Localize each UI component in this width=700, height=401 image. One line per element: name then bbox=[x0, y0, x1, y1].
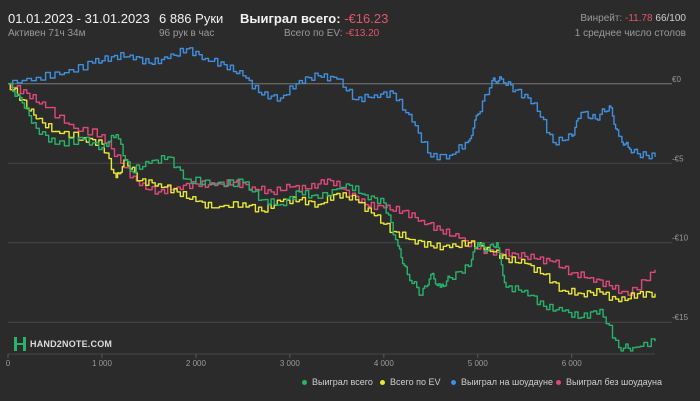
series-lines bbox=[8, 47, 656, 352]
grid-lines bbox=[8, 83, 672, 323]
hand2note-logo: HAND2NOTE.COM bbox=[14, 337, 112, 351]
x-axis: 0 1 000 2 000 3 000 4 000 5 000 6 000 bbox=[6, 353, 655, 368]
hand2note-logo-icon bbox=[14, 337, 26, 351]
legend-dot-non-showdown bbox=[556, 379, 561, 385]
series-line-showdown bbox=[8, 47, 656, 161]
logo-text: HAND2NOTE.COM bbox=[30, 339, 113, 349]
active-time: Активен 71ч 34м bbox=[8, 28, 86, 39]
won-total-value: -€16.23 bbox=[344, 11, 389, 26]
legend-label: Выиграл всего bbox=[312, 377, 373, 387]
won-total: Выиграл всего: -€16.23 bbox=[240, 11, 388, 26]
legend-dot-showdown bbox=[451, 379, 456, 385]
x-tick-label: 3 000 bbox=[280, 359, 301, 368]
won-total-label: Выиграл всего: bbox=[240, 11, 341, 26]
x-tick-label: 1 000 bbox=[92, 359, 113, 368]
legend-item-non-showdown[interactable]: Выиграл без шоудауна bbox=[556, 377, 662, 387]
ev-total: Всего по EV: -€13.20 bbox=[284, 28, 379, 39]
winrate-label: Винрейт: bbox=[580, 13, 623, 24]
average-tables: 1 среднее число столов bbox=[574, 28, 686, 39]
legend-item-ev[interactable]: Всего по EV bbox=[380, 377, 440, 387]
hands-count: 6 886 Руки bbox=[159, 11, 224, 26]
x-tick-label: 0 bbox=[6, 359, 11, 368]
legend-label: Выиграл на шоудауне bbox=[461, 377, 553, 387]
x-tick-label: 6 000 bbox=[562, 359, 583, 368]
ev-total-value: -€13.20 bbox=[345, 28, 380, 39]
series-line-won-total bbox=[8, 82, 656, 352]
legend-dot-ev bbox=[380, 379, 385, 385]
legend-item-showdown[interactable]: Выиграл на шоудауне bbox=[451, 377, 553, 387]
ev-total-label: Всего по EV: bbox=[284, 28, 343, 39]
y-tick-label: €0 bbox=[672, 75, 681, 84]
x-tick-label: 2 000 bbox=[186, 359, 207, 368]
legend-item-won-total[interactable]: Выиграл всего bbox=[302, 377, 373, 387]
winrate-value: -11.78 bbox=[625, 13, 653, 24]
legend-label: Всего по EV bbox=[390, 377, 441, 387]
date-range[interactable]: 01.01.2023 - 31.01.2023 bbox=[8, 11, 150, 26]
summary-header: 01.01.2023 - 31.01.2023 Активен 71ч 34м … bbox=[0, 0, 700, 44]
legend-dot-won-total bbox=[302, 379, 307, 385]
winrate-ratio: 66/100 bbox=[655, 13, 686, 24]
series-line-non-showdown bbox=[8, 83, 656, 296]
y-tick-label: -€15 bbox=[672, 313, 689, 322]
y-axis: €0 -€5 -€10 -€15 bbox=[672, 75, 689, 322]
x-tick-label: 5 000 bbox=[468, 359, 489, 368]
y-tick-label: -€10 bbox=[672, 234, 689, 243]
x-tick-label: 4 000 bbox=[374, 359, 395, 368]
hands-rate: 96 рук в час bbox=[159, 28, 215, 39]
legend-label: Выиграл без шоудауна bbox=[566, 377, 662, 387]
legend: Выиграл всего Всего по EV Выиграл на шоу… bbox=[0, 377, 700, 393]
winrate: Винрейт: -11.78 66/100 bbox=[580, 13, 686, 24]
y-tick-label: -€5 bbox=[672, 154, 684, 163]
